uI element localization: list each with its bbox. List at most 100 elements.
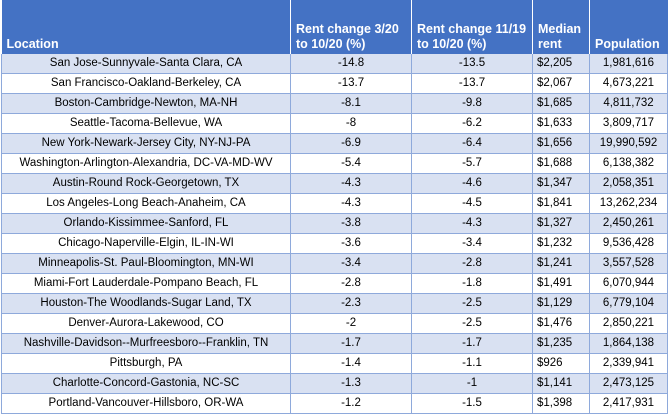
table-row: New York-Newark-Jersey City, NY-NJ-PA -6.… [1,133,668,154]
cell-rent-change-nov: -5.7 [411,153,533,174]
table-body: San Jose-Sunnyvale-Santa Clara, CA -14.8-… [1,54,668,414]
cell-rent-change-mar: -1.2 [290,393,412,414]
cell-location: Charlotte-Concord-Gastonia, NC-SC [1,373,291,394]
table-row: Nashville-Davidson--Murfreesboro--Frankl… [1,333,668,354]
cell-median-rent: $1,235 [532,333,590,354]
table-row: Los Angeles-Long Beach-Anaheim, CA -4.3 -4… [1,193,668,214]
cell-median-rent: $1,685 [532,93,590,114]
header-location: Location [1,0,291,54]
table-row: Houston-The Woodlands-Sugar Land, TX -2.3… [1,293,668,314]
table-row: Denver-Aurora-Lakewood, CO -2 -2.5 $1,476 2,… [1,313,668,334]
cell-median-rent: $1,232 [532,233,590,254]
cell-median-rent: $1,398 [532,393,590,414]
cell-location: Washington-Arlington-Alexandria, DC-VA-M… [1,153,291,174]
table-row: San Jose-Sunnyvale-Santa Clara, CA -14.8-… [1,54,668,74]
cell-population: 3,809,717 [589,113,668,134]
cell-rent-change-nov: -2.5 [411,293,533,314]
cell-median-rent: $1,476 [532,313,590,334]
cell-rent-change-mar: -3.8 [290,213,412,234]
cell-population: 1,981,616 [589,54,668,74]
cell-median-rent: $1,327 [532,213,590,234]
cell-rent-change-nov: -2.5 [411,313,533,334]
cell-location: Boston-Cambridge-Newton, MA-NH [1,93,291,114]
cell-rent-change-nov: -2.8 [411,253,533,274]
cell-median-rent: $1,841 [532,193,590,214]
cell-population: 2,339,941 [589,353,668,374]
table-row: Boston-Cambridge-Newton, MA-NH -8.1 -9.8 $1… [1,93,668,114]
cell-rent-change-nov: -1.1 [411,353,533,374]
cell-population: 19,990,592 [589,133,668,154]
cell-rent-change-mar: -6.9 [290,133,412,154]
table-row: Minneapolis-St. Paul-Bloomington, MN-WI -… [1,253,668,274]
cell-rent-change-mar: -1.3 [290,373,412,394]
cell-location: Houston-The Woodlands-Sugar Land, TX [1,293,291,314]
cell-median-rent: $1,129 [532,293,590,314]
table-row: Portland-Vancouver-Hillsboro, OR-WA -1.2-… [1,393,668,414]
cell-location: Denver-Aurora-Lakewood, CO [1,313,291,334]
header-median-rent: Median rent [532,0,590,54]
cell-median-rent: $926 [532,353,590,374]
cell-population: 2,473,125 [589,373,668,394]
cell-location: Nashville-Davidson--Murfreesboro--Frankl… [1,333,291,354]
cell-median-rent: $1,656 [532,133,590,154]
cell-location: Miami-Fort Lauderdale-Pompano Beach, FL [1,273,291,294]
cell-median-rent: $1,633 [532,113,590,134]
cell-rent-change-nov: -4.6 [411,173,533,194]
table-row: Chicago-Naperville-Elgin, IL-IN-WI -3.6 -3… [1,233,668,254]
cell-location: New York-Newark-Jersey City, NY-NJ-PA [1,133,291,154]
cell-rent-change-mar: -2 [290,313,412,334]
cell-location: Portland-Vancouver-Hillsboro, OR-WA [1,393,291,414]
table-row: Washington-Arlington-Alexandria, DC-VA-M… [1,153,668,174]
table-row: San Francisco-Oakland-Berkeley, CA -13.7-… [1,73,668,94]
cell-rent-change-nov: -13.5 [411,54,533,74]
cell-rent-change-nov: -1 [411,373,533,394]
cell-rent-change-nov: -1.8 [411,273,533,294]
cell-population: 9,536,428 [589,233,668,254]
table-header: Location Rent change 3/20 to 10/20 (%) R… [1,0,668,54]
cell-population: 13,262,234 [589,193,668,214]
cell-rent-change-nov: -4.3 [411,213,533,234]
cell-population: 2,850,221 [589,313,668,334]
cell-median-rent: $1,141 [532,373,590,394]
cell-rent-change-nov: -6.2 [411,113,533,134]
table-row: Seattle-Tacoma-Bellevue, WA -8 -6.2 $1,633 3… [1,113,668,134]
cell-population: 6,779,104 [589,293,668,314]
header-rent-change-mar: Rent change 3/20 to 10/20 (%) [290,0,412,54]
table-row: Charlotte-Concord-Gastonia, NC-SC -1.3 -1 $… [1,373,668,394]
cell-location: San Francisco-Oakland-Berkeley, CA [1,73,291,94]
cell-rent-change-mar: -3.6 [290,233,412,254]
cell-rent-change-mar: -8 [290,113,412,134]
cell-population: 4,673,221 [589,73,668,94]
cell-location: Austin-Round Rock-Georgetown, TX [1,173,291,194]
cell-rent-change-mar: -1.4 [290,353,412,374]
table-row: Pittsburgh, PA -1.4 -1.1 $926 2,339,941 [1,353,668,374]
cell-rent-change-nov: -1.5 [411,393,533,414]
header-rent-change-nov: Rent change 11/19 to 10/20 (%) [411,0,533,54]
cell-location: Seattle-Tacoma-Bellevue, WA [1,113,291,134]
cell-median-rent: $1,491 [532,273,590,294]
cell-rent-change-mar: -4.3 [290,193,412,214]
cell-population: 1,864,138 [589,333,668,354]
cell-location: Chicago-Naperville-Elgin, IL-IN-WI [1,233,291,254]
cell-population: 2,417,931 [589,393,668,414]
cell-rent-change-mar: -13.7 [290,73,412,94]
cell-rent-change-mar: -3.4 [290,253,412,274]
cell-rent-change-mar: -2.3 [290,293,412,314]
cell-location: Orlando-Kissimmee-Sanford, FL [1,213,291,234]
cell-rent-change-mar: -4.3 [290,173,412,194]
cell-population: 6,138,382 [589,153,668,174]
cell-population: 4,811,732 [589,93,668,114]
header-population: Population [589,0,668,54]
cell-rent-change-mar: -1.7 [290,333,412,354]
table-row: Miami-Fort Lauderdale-Pompano Beach, FL -… [1,273,668,294]
cell-location: San Jose-Sunnyvale-Santa Clara, CA [1,54,291,74]
cell-rent-change-mar: -5.4 [290,153,412,174]
cell-rent-change-nov: -13.7 [411,73,533,94]
table-row: Austin-Round Rock-Georgetown, TX -4.3 -4.6… [1,173,668,194]
cell-rent-change-nov: -1.7 [411,333,533,354]
cell-population: 2,058,351 [589,173,668,194]
cell-rent-change-nov: -4.5 [411,193,533,214]
cell-location: Minneapolis-St. Paul-Bloomington, MN-WI [1,253,291,274]
cell-rent-change-nov: -3.4 [411,233,533,254]
